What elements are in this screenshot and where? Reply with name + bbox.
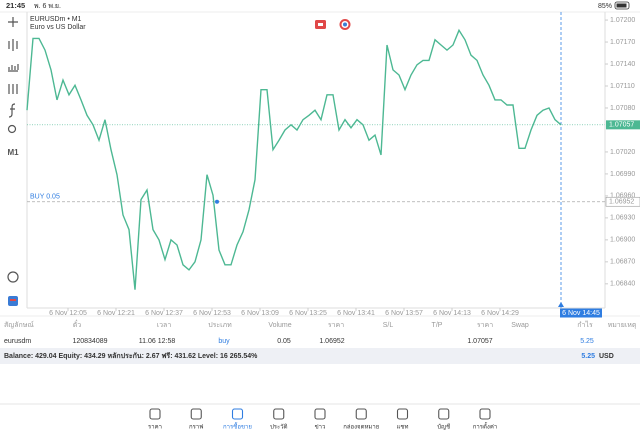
nav-label[interactable]: ราคา — [148, 424, 162, 431]
nav-label[interactable]: ประวัติ — [270, 424, 288, 431]
x-tick-label: 6 Nov 12:21 — [97, 310, 135, 317]
y-tick-label: 1.06870 — [610, 259, 635, 266]
crosshair-marker — [558, 302, 564, 307]
chart-description: Euro vs US Dollar — [30, 24, 86, 31]
y-tick-label: 1.07170 — [610, 39, 635, 46]
summary-currency: USD — [599, 353, 614, 360]
nav-icon[interactable] — [149, 408, 161, 420]
table-header: หมายเหตุ — [608, 322, 637, 329]
order-text: BUY 0.05 — [30, 194, 60, 201]
y-tick-label: 1.06930 — [610, 215, 635, 222]
nav-label[interactable]: บัญชี — [437, 423, 450, 431]
table-header: ประเภท — [208, 322, 232, 329]
y-tick-label: 1.06840 — [610, 281, 635, 288]
summary-bar — [0, 348, 640, 364]
battery-level — [616, 3, 627, 8]
chart-settings[interactable] — [7, 271, 19, 283]
nav-icon[interactable] — [231, 408, 244, 420]
y-tick-label: 1.06900 — [610, 237, 635, 244]
nav-label[interactable]: กราฟ — [189, 424, 203, 431]
x-tick-label: 6 Nov 12:53 — [193, 310, 231, 317]
indicators-tool[interactable] — [8, 84, 18, 94]
table-cell-symbol: eurusdm — [4, 338, 31, 345]
nav-label[interactable]: แชท — [397, 424, 409, 431]
one-click-icon-inner — [318, 23, 323, 26]
x-tick-label: 6 Nov 14:29 — [481, 310, 519, 317]
table-header: Volume — [268, 322, 291, 329]
bars-tool[interactable] — [8, 64, 19, 72]
order-open-marker — [215, 199, 219, 204]
y-tick-label: 1.07020 — [610, 149, 635, 156]
y-tick-label: 1.07140 — [610, 61, 635, 68]
order-badge-label: 1.06952 — [609, 199, 634, 206]
nav-icon[interactable] — [314, 408, 326, 420]
price-badge-label: 1.07057 — [609, 122, 634, 129]
nav-icon[interactable] — [479, 408, 491, 420]
table-header: Swap — [511, 322, 529, 329]
trade-icon-inner — [10, 299, 16, 301]
crosshair-label: 6 Nov 14:45 — [562, 310, 600, 317]
summary-total: 5.25 — [581, 353, 595, 360]
timeframe[interactable]: M1 — [7, 148, 19, 157]
y-tick-label: 1.07080 — [610, 105, 635, 112]
x-tick-label: 6 Nov 13:57 — [385, 310, 423, 317]
x-tick-label: 6 Nov 12:05 — [49, 310, 87, 317]
y-tick-label: 1.06960 — [610, 193, 635, 200]
status-date: พ. 6 พ.ย. — [34, 3, 61, 10]
status-time: 21:45 — [6, 1, 25, 10]
nav-label[interactable]: ข่าว — [315, 424, 326, 431]
candles-tool[interactable] — [8, 39, 18, 51]
table-header: สัญลักษณ์ — [4, 321, 34, 329]
functions-tool[interactable] — [8, 103, 16, 118]
crosshair-tool[interactable] — [8, 17, 18, 27]
table-cell-time: 11.06 12:58 — [139, 338, 176, 345]
chart-symbol: EURUSDm • M1 — [30, 16, 82, 23]
y-tick-label: 1.06990 — [610, 171, 635, 178]
signal-icon-inner — [343, 22, 347, 27]
signal-icon[interactable] — [339, 19, 351, 30]
nav-label[interactable]: การซื้อขาย — [223, 421, 252, 431]
nav-icon[interactable] — [273, 408, 285, 420]
table-cell-current-price: 1.07057 — [467, 338, 492, 345]
table-header: ตั๋ว — [73, 320, 82, 329]
table-header: เวลา — [157, 322, 172, 329]
nav-label[interactable]: กล่องจดหมาย — [343, 424, 379, 431]
battery-icon — [614, 1, 630, 10]
table-header: ราคา — [328, 322, 344, 329]
x-tick-label: 6 Nov 13:41 — [337, 310, 375, 317]
price-line-series — [26, 28, 562, 290]
left-toolbar: M1 — [7, 17, 19, 306]
table-cell-volume: 0.05 — [277, 338, 291, 345]
nav-icon[interactable] — [396, 408, 409, 420]
x-tick-label: 6 Nov 12:37 — [145, 310, 183, 317]
nav-label[interactable]: การตั้งค่า — [473, 421, 497, 431]
crosshair-badge — [560, 308, 602, 318]
objects-tool[interactable] — [7, 124, 17, 134]
table-header: S/L — [383, 322, 394, 329]
nav-icon[interactable] — [438, 408, 450, 420]
nav-icon[interactable] — [190, 408, 202, 420]
y-tick-label: 1.07200 — [610, 17, 635, 24]
status-battery: 85% — [598, 3, 612, 10]
x-tick-label: 6 Nov 14:13 — [433, 310, 471, 317]
table-cell-type: buy — [218, 338, 230, 345]
y-tick-label: 1.07110 — [610, 83, 635, 90]
table-header: T/P — [432, 322, 443, 329]
table-cell-price: 1.06952 — [319, 338, 344, 345]
table-cell-ticket: 120834089 — [72, 338, 107, 345]
order-badge — [605, 196, 640, 207]
table-cell-profit: 5.25 — [580, 338, 594, 345]
x-tick-label: 6 Nov 13:25 — [289, 310, 327, 317]
table-header: ราคา — [477, 322, 493, 329]
table-header: กำไร — [577, 320, 593, 329]
nav-icon[interactable] — [355, 408, 367, 420]
summary-text: Balance: 429.04 Equity: 434.29 หลักประกั… — [4, 352, 258, 360]
x-tick-label: 6 Nov 13:09 — [241, 310, 279, 317]
price-badge — [606, 120, 640, 130]
